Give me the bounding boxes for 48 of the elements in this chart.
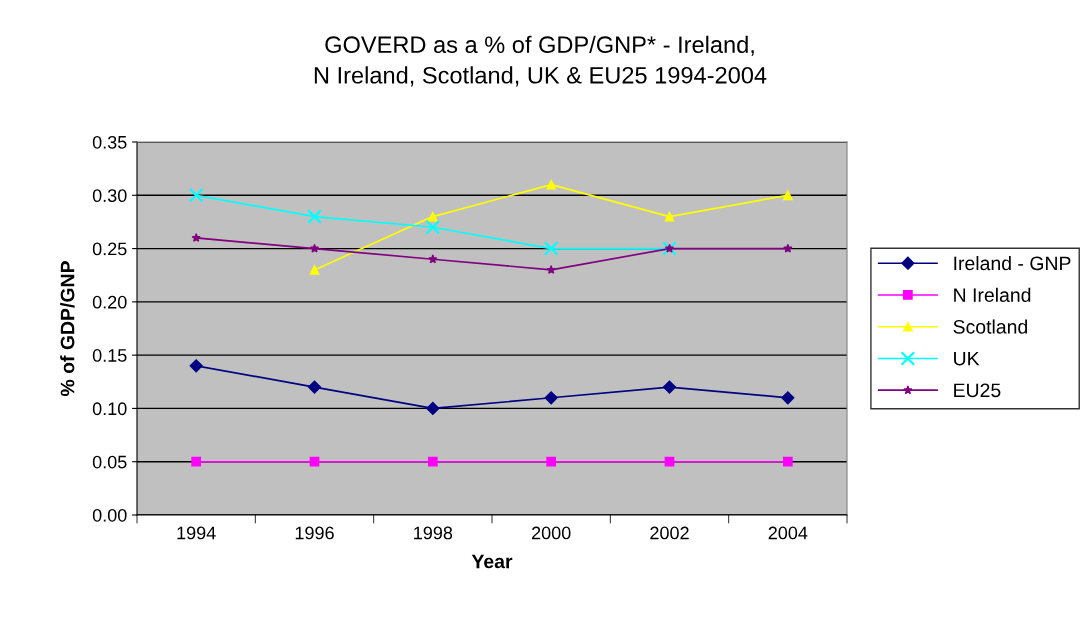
y-tick-label: 0.35 [92, 135, 127, 149]
legend-label: Ireland - GNP [954, 255, 1071, 271]
point [309, 243, 320, 253]
point [664, 456, 675, 467]
point [546, 265, 556, 274]
point [309, 456, 320, 467]
x-tick-label: 2000 [531, 526, 571, 540]
y-tick-label: 0.05 [92, 455, 127, 469]
point [427, 211, 438, 222]
x-tick-label: 1998 [414, 526, 453, 540]
legend-label: UK [954, 351, 980, 366]
point [427, 456, 438, 467]
legend-label: Scotland [953, 319, 1028, 334]
point [781, 391, 795, 405]
chart-title: GOVERD as a % of GDP/GNP* - Ireland, N Ireland, Scotland, UK & EU25 1994-2004 [314, 35, 767, 87]
y-tick-label: 0.10 [92, 402, 127, 416]
y-tick-label: 0.20 [92, 295, 127, 309]
y-tick-label: 0.00 [92, 508, 127, 522]
legend-label: N Ireland [954, 287, 1031, 302]
point [307, 209, 322, 224]
point [544, 391, 558, 405]
point [782, 456, 793, 467]
y-axis-title: % of GDP/GNP [60, 261, 75, 397]
point [546, 179, 557, 190]
point [189, 359, 203, 373]
point [307, 380, 322, 394]
point [426, 401, 440, 416]
point [543, 241, 559, 256]
point [546, 456, 557, 467]
point [783, 243, 793, 253]
x-tick-label: 1994 [177, 526, 216, 540]
point [309, 265, 320, 275]
y-tick-label: 0.30 [92, 189, 127, 203]
point [425, 219, 441, 235]
legend-label: EU25 [954, 383, 1001, 398]
point [664, 211, 675, 222]
point [782, 190, 793, 201]
y-tick-label: 0.15 [92, 349, 127, 362]
x-tick-label: 2002 [650, 526, 689, 540]
y-tick-label: 0.25 [92, 242, 127, 256]
x-tick-label: 2004 [768, 526, 808, 540]
x-tick-label: 1996 [295, 526, 334, 540]
point [191, 456, 202, 467]
point [428, 254, 438, 264]
point [662, 380, 677, 394]
point [188, 187, 204, 203]
point [191, 233, 201, 242]
x-axis-title: Year [471, 554, 513, 569]
